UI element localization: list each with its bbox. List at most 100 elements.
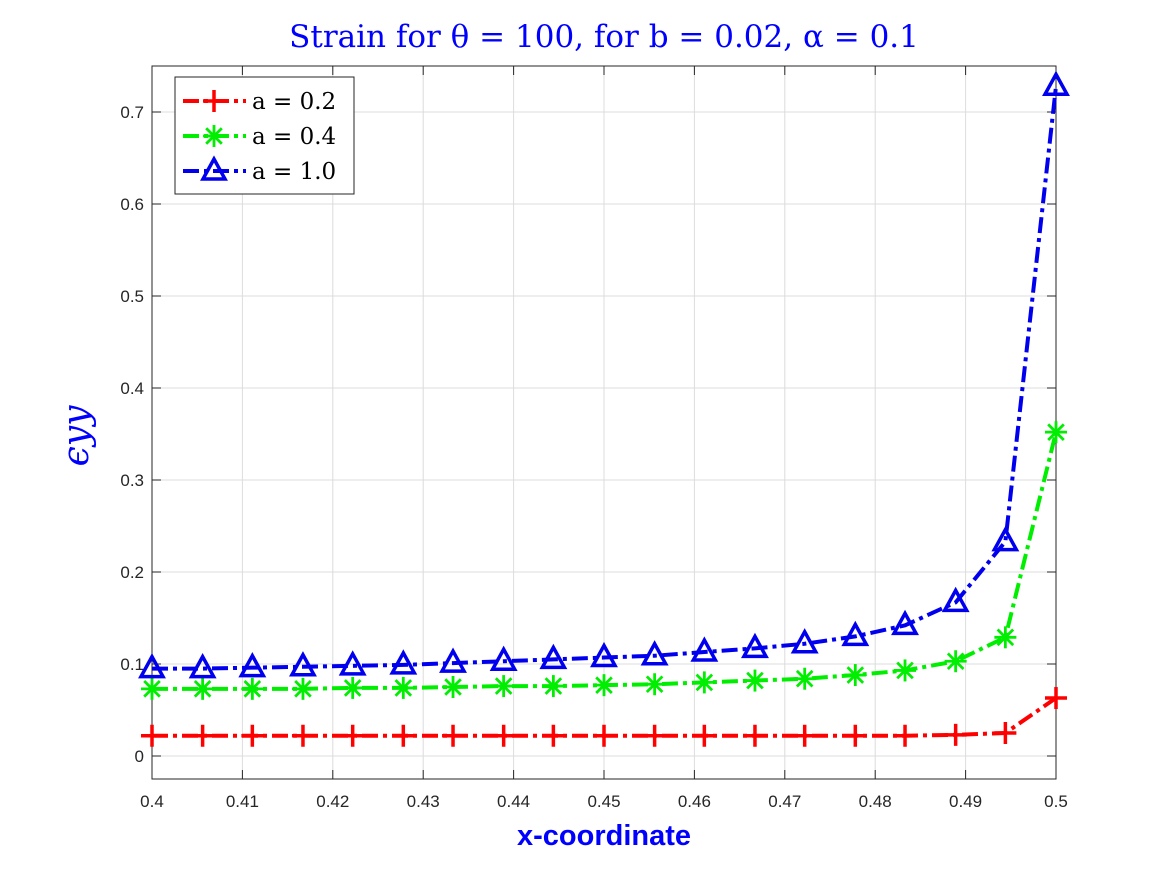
triangle-marker [289,651,317,677]
legend-label: a = 1.0 [252,159,336,185]
legend-entry: a = 0.2 [183,89,336,115]
plus-marker [743,724,766,747]
marker-stroke [205,127,223,145]
y-tick-label: 0.7 [120,103,144,122]
plus-marker [693,724,716,747]
marker-stroke [645,675,664,694]
marker-stroke [896,661,914,680]
y-tick-label: 0.3 [120,471,144,490]
y-tick-label: 0.4 [120,379,144,398]
triangle-marker [539,643,568,670]
asterisk-marker [994,626,1017,649]
x-tick-label: 0.4 [140,792,164,811]
marker-stroke [946,652,965,671]
triangle-marker [590,641,618,668]
x-tick-label: 0.5 [1044,792,1068,811]
marker-stroke [996,628,1015,647]
plus-marker [944,723,967,746]
y-tick-label: 0.2 [120,563,144,582]
triangle-marker [841,620,870,647]
x-axis-label: x-coordinate [517,820,691,852]
marker-stroke [795,669,814,688]
asterisk-marker [492,675,515,698]
plus-marker [994,722,1017,744]
triangle-marker [640,640,669,666]
plus-marker [492,724,515,747]
marker-stroke [143,680,161,698]
marker-stroke [1047,423,1065,441]
triangle-marker [338,650,367,676]
asterisk-marker [141,677,163,700]
axis-ticks: 0.4 0.41 0.42 0.43 0.44 0.45 0.46 0.47 0.48 0.49 0… [120,66,1068,811]
plus-marker [793,724,816,747]
marker-stroke [494,677,513,695]
triangle-marker [188,652,217,679]
triangle-marker [489,645,518,671]
asterisk-marker [693,671,716,694]
series-group [138,70,1070,747]
triangle-marker [439,647,467,673]
triangle-marker [138,652,166,679]
triangle-marker [389,649,418,675]
x-tick-label: 0.44 [497,792,530,811]
marker-stroke [193,680,212,698]
asterisk-marker [291,677,314,700]
plus-marker [1045,687,1067,710]
triangle-marker [891,609,919,636]
marker-stroke [343,679,362,697]
marker-stroke [746,671,764,690]
asterisk-marker [844,664,867,687]
chart-title: Strain for θ = 100, for b = 0.02, α = 0.… [289,19,919,55]
marker-stroke [243,680,262,698]
y-axis-label: ϵyy [56,405,97,467]
plus-marker [191,724,214,747]
plus-marker [291,724,314,747]
x-tick-label: 0.47 [768,792,801,811]
y-tick-label: 0 [135,747,144,766]
marker-stroke [846,666,865,684]
plus-marker [894,724,917,747]
legend-label: a = 0.4 [252,124,336,150]
triangle-marker [941,586,970,613]
plus-marker [593,724,615,747]
plus-marker [241,724,264,747]
triangle-marker [200,155,228,181]
series-2 [141,421,1067,700]
triangle-marker [790,628,819,654]
x-tick-label: 0.43 [407,792,440,811]
x-tick-label: 0.45 [587,792,620,811]
asterisk-marker [392,676,415,699]
x-tick-label: 0.49 [949,792,982,811]
marker-stroke [695,673,714,692]
triangle-marker [690,636,719,662]
marker-stroke [394,679,413,697]
x-tick-label: 0.41 [226,792,259,811]
asterisk-marker [743,669,766,692]
grid [151,66,1057,779]
legend-entry: a = 0.4 [183,124,336,150]
plus-marker [844,724,867,747]
series-3 [138,70,1070,679]
plus-marker [392,724,415,747]
plus-marker [341,724,364,747]
y-tick-label: 0.1 [120,655,144,674]
y-tick-label: 0.6 [120,195,144,214]
marker-stroke [544,677,563,695]
asterisk-marker [341,676,364,699]
x-tick-label: 0.46 [678,792,711,811]
plus-marker [141,724,163,747]
plus-marker [442,724,465,747]
marker-stroke [444,678,462,696]
asterisk-marker [643,673,666,696]
x-tick-label: 0.48 [859,792,892,811]
y-tick-label: 0.5 [120,287,144,306]
legend-entry: a = 1.0 [183,155,336,185]
triangle-marker [741,632,769,659]
asterisk-marker [944,650,967,673]
asterisk-marker [793,667,816,690]
asterisk-marker [1045,421,1067,444]
asterisk-marker [191,677,214,700]
legend-label: a = 0.2 [252,89,336,115]
asterisk-marker [442,676,465,698]
